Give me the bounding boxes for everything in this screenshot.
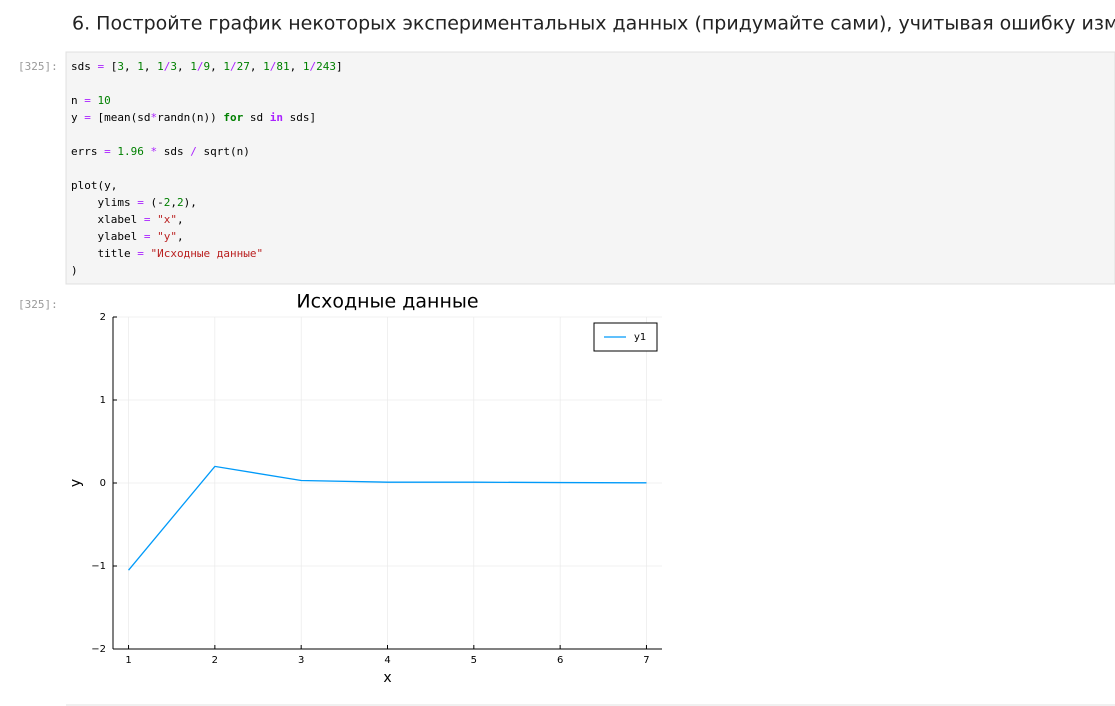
- data-line: [128, 465, 647, 571]
- code-line: ): [71, 264, 78, 277]
- x-tick-label: 1: [125, 655, 131, 666]
- code-line: ylabel = "y",: [71, 230, 184, 243]
- code-cell[interactable]: [65, 51, 1115, 285]
- x-tick-label: 4: [384, 655, 390, 666]
- x-tick-label: 5: [471, 655, 477, 666]
- y-tick-label: 0: [100, 478, 106, 489]
- x-tick-label: 7: [643, 655, 649, 666]
- y-tick-label: −2: [91, 644, 106, 655]
- code-line: plot(y,: [71, 179, 117, 192]
- input-prompt: [325]:: [18, 60, 58, 73]
- code-line: xlabel = "x",: [71, 213, 184, 226]
- markdown-heading: 6. Постройте график некоторых эксперимен…: [72, 13, 1115, 35]
- output-prompt: [325]:: [18, 298, 58, 311]
- x-axis-label: x: [383, 670, 391, 686]
- code-line: errs = 1.96 * sds / sqrt(n): [71, 145, 250, 158]
- y-tick-label: 2: [100, 312, 106, 323]
- code-line: sds = [3, 1, 1/3, 1/9, 1/27, 1/81, 1/243…: [71, 60, 343, 73]
- legend-label: y1: [634, 332, 646, 343]
- y-tick-label: 1: [100, 395, 106, 406]
- x-tick-label: 3: [298, 655, 304, 666]
- y-axis-label: y: [68, 479, 84, 487]
- y-tick-label: −1: [91, 561, 106, 572]
- code-line: y = [mean(sd*randn(n)) for sd in sds]: [71, 111, 316, 124]
- x-tick-label: 2: [212, 655, 218, 666]
- code-line: ylims = (-2,2),: [71, 196, 197, 209]
- chart-title: Исходные данные: [296, 291, 478, 313]
- code-line: n = 10: [71, 94, 111, 107]
- x-tick-label: 6: [557, 655, 563, 666]
- code-line: title = "Исходные данные": [71, 247, 263, 260]
